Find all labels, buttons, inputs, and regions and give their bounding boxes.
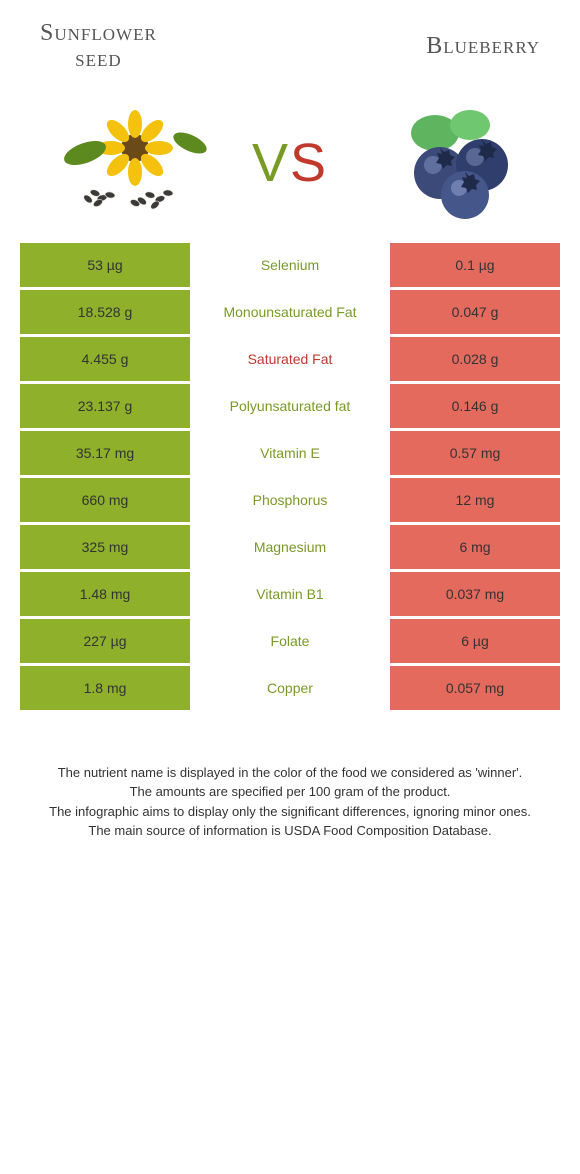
nutrient-table: 53 µgSelenium0.1 µg18.528 gMonounsaturat… bbox=[0, 243, 580, 710]
nutrient-label: Phosphorus bbox=[190, 478, 390, 522]
title-left: Sunflower seed bbox=[40, 20, 157, 73]
value-left: 325 mg bbox=[20, 525, 190, 569]
header: Sunflower seed Blueberry bbox=[0, 0, 580, 83]
value-right: 0.146 g bbox=[390, 384, 560, 428]
title-right: Blueberry bbox=[426, 33, 540, 60]
title-left-line2: seed bbox=[40, 46, 157, 72]
footer-line-1: The nutrient name is displayed in the co… bbox=[30, 763, 550, 783]
nutrient-label: Saturated Fat bbox=[190, 337, 390, 381]
value-right: 0.037 mg bbox=[390, 572, 560, 616]
table-row: 23.137 gPolyunsaturated fat0.146 g bbox=[20, 384, 560, 428]
title-left-line1: Sunflower bbox=[40, 20, 157, 46]
nutrient-label: Vitamin B1 bbox=[190, 572, 390, 616]
nutrient-label: Monounsaturated Fat bbox=[190, 290, 390, 334]
value-left: 18.528 g bbox=[20, 290, 190, 334]
table-row: 660 mgPhosphorus12 mg bbox=[20, 478, 560, 522]
table-row: 35.17 mgVitamin E0.57 mg bbox=[20, 431, 560, 475]
nutrient-label: Copper bbox=[190, 666, 390, 710]
value-right: 0.1 µg bbox=[390, 243, 560, 287]
nutrient-label: Folate bbox=[190, 619, 390, 663]
footer-line-2: The amounts are specified per 100 gram o… bbox=[30, 782, 550, 802]
value-right: 12 mg bbox=[390, 478, 560, 522]
sunflower-image bbox=[40, 103, 210, 223]
value-left: 4.455 g bbox=[20, 337, 190, 381]
footer-line-3: The infographic aims to display only the… bbox=[30, 802, 550, 822]
vs-s: S bbox=[290, 133, 328, 193]
value-right: 0.57 mg bbox=[390, 431, 560, 475]
value-right: 0.047 g bbox=[390, 290, 560, 334]
nutrient-label: Vitamin E bbox=[190, 431, 390, 475]
value-right: 6 µg bbox=[390, 619, 560, 663]
nutrient-label: Selenium bbox=[190, 243, 390, 287]
vs-row: VS bbox=[0, 83, 580, 243]
blueberry-image bbox=[370, 103, 540, 223]
value-left: 1.48 mg bbox=[20, 572, 190, 616]
value-left: 53 µg bbox=[20, 243, 190, 287]
footer: The nutrient name is displayed in the co… bbox=[0, 713, 580, 861]
value-right: 0.057 mg bbox=[390, 666, 560, 710]
table-row: 227 µgFolate6 µg bbox=[20, 619, 560, 663]
nutrient-label: Magnesium bbox=[190, 525, 390, 569]
table-row: 1.48 mgVitamin B10.037 mg bbox=[20, 572, 560, 616]
value-right: 0.028 g bbox=[390, 337, 560, 381]
nutrient-label: Polyunsaturated fat bbox=[190, 384, 390, 428]
table-row: 53 µgSelenium0.1 µg bbox=[20, 243, 560, 287]
value-left: 227 µg bbox=[20, 619, 190, 663]
vs-label: VS bbox=[252, 132, 328, 194]
table-row: 325 mgMagnesium6 mg bbox=[20, 525, 560, 569]
value-right: 6 mg bbox=[390, 525, 560, 569]
table-row: 1.8 mgCopper0.057 mg bbox=[20, 666, 560, 710]
table-row: 18.528 gMonounsaturated Fat0.047 g bbox=[20, 290, 560, 334]
value-left: 23.137 g bbox=[20, 384, 190, 428]
vs-v: V bbox=[252, 133, 290, 193]
table-row: 4.455 gSaturated Fat0.028 g bbox=[20, 337, 560, 381]
value-left: 1.8 mg bbox=[20, 666, 190, 710]
footer-line-4: The main source of information is USDA F… bbox=[30, 821, 550, 841]
value-left: 35.17 mg bbox=[20, 431, 190, 475]
value-left: 660 mg bbox=[20, 478, 190, 522]
